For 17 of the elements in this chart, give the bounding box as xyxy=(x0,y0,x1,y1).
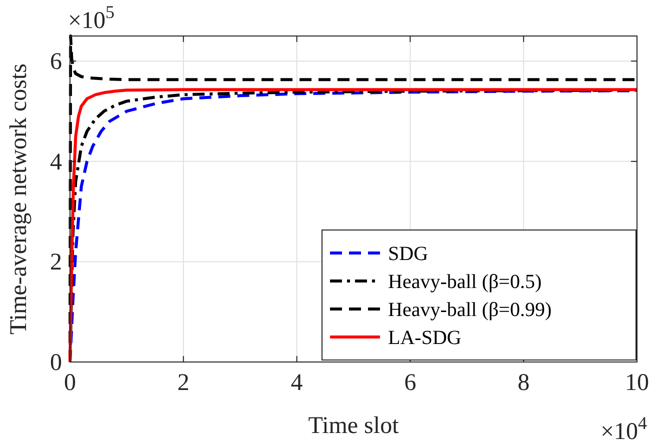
legend-label: SDG xyxy=(388,243,428,265)
text: ×10$^{4}$ xyxy=(600,413,647,445)
legend-label: Heavy-ball (β=0.5) xyxy=(388,271,542,293)
y-tick-label: 6 xyxy=(50,49,62,76)
y-tick-label: 4 xyxy=(50,149,62,176)
y-axis-title: Time-average network costs xyxy=(6,63,32,335)
x-tick-label: 2 xyxy=(177,370,190,396)
x-tick-label: 8 xyxy=(518,370,530,396)
legend-label: Heavy-ball (β=0.99) xyxy=(388,299,552,321)
x-tick-label: 10 xyxy=(625,370,649,396)
x-tick-label: 6 xyxy=(404,370,416,396)
x-tick-label: 4 xyxy=(290,370,303,396)
text: ×10$^{5}$ xyxy=(68,2,115,34)
y-tick-label: 0 xyxy=(50,350,62,376)
x-axis-title: Time slot xyxy=(308,413,400,439)
y-tick-label: 2 xyxy=(50,250,62,276)
legend-label: LA-SDG xyxy=(388,327,462,349)
